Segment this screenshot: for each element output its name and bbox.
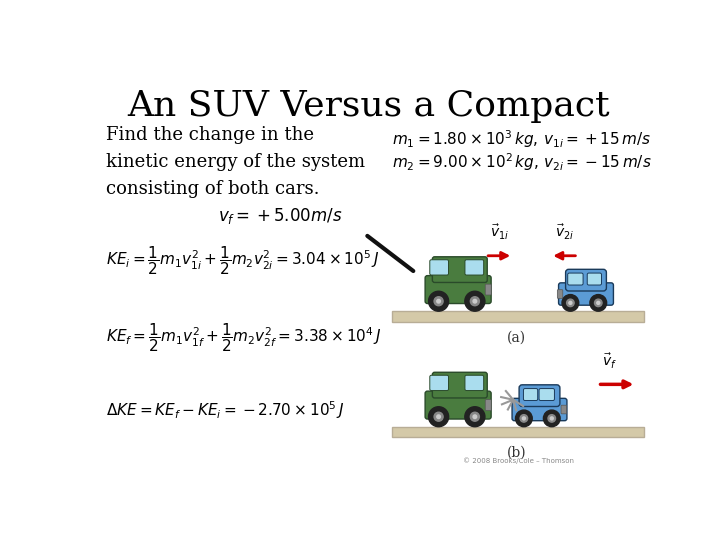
FancyBboxPatch shape (559, 283, 613, 305)
Text: Find the change in the: Find the change in the (106, 126, 313, 144)
FancyBboxPatch shape (567, 273, 583, 285)
Text: (a): (a) (507, 330, 526, 345)
FancyBboxPatch shape (485, 400, 491, 410)
Circle shape (465, 291, 485, 311)
FancyBboxPatch shape (433, 372, 487, 398)
Circle shape (544, 410, 560, 427)
Circle shape (562, 294, 579, 311)
FancyBboxPatch shape (425, 391, 491, 419)
Text: $m_2 = 9.00 \times 10^2\,kg,\, v_{2i} = -15\,m/s$: $m_2 = 9.00 \times 10^2\,kg,\, v_{2i} = … (392, 151, 652, 173)
Circle shape (516, 410, 532, 427)
Circle shape (569, 301, 572, 305)
FancyBboxPatch shape (430, 375, 449, 390)
Circle shape (470, 412, 480, 421)
Circle shape (437, 299, 441, 303)
Circle shape (597, 301, 600, 305)
FancyBboxPatch shape (465, 260, 484, 275)
Circle shape (567, 299, 574, 307)
Text: $\Delta KE = KE_f - KE_i = -2.70 \times 10^5\,J$: $\Delta KE = KE_f - KE_i = -2.70 \times … (106, 400, 344, 421)
FancyBboxPatch shape (465, 375, 484, 390)
FancyBboxPatch shape (512, 399, 567, 421)
FancyBboxPatch shape (588, 273, 601, 285)
Text: $\vec{v}_{1i}$: $\vec{v}_{1i}$ (490, 223, 509, 242)
Circle shape (473, 415, 477, 419)
Text: An SUV Versus a Compact: An SUV Versus a Compact (127, 90, 611, 124)
Text: consisting of both cars.: consisting of both cars. (106, 180, 319, 198)
Circle shape (548, 415, 556, 422)
Circle shape (434, 297, 443, 306)
Text: (b): (b) (506, 446, 526, 460)
Circle shape (437, 415, 441, 419)
Circle shape (590, 294, 607, 311)
Text: $v_f = +5.00m/s$: $v_f = +5.00m/s$ (218, 206, 342, 226)
FancyBboxPatch shape (561, 405, 567, 414)
FancyBboxPatch shape (430, 260, 449, 275)
Text: $\vec{v}_{2i}$: $\vec{v}_{2i}$ (554, 223, 574, 242)
Circle shape (428, 291, 449, 311)
Text: kinetic energy of the system: kinetic energy of the system (106, 153, 364, 171)
FancyBboxPatch shape (392, 427, 644, 437)
FancyBboxPatch shape (566, 269, 606, 291)
FancyBboxPatch shape (539, 389, 554, 401)
Text: $KE_i = \dfrac{1}{2}m_1v_{1i}^2 + \dfrac{1}{2}m_2v_{2i}^2 = 3.04 \times 10^5\,J$: $KE_i = \dfrac{1}{2}m_1v_{1i}^2 + \dfrac… (106, 244, 379, 277)
Circle shape (550, 417, 553, 420)
Text: $m_1 = 1.80 \times 10^3\,kg,\, v_{1i} = +15\,m/s$: $m_1 = 1.80 \times 10^3\,kg,\, v_{1i} = … (392, 128, 652, 150)
Circle shape (473, 299, 477, 303)
Circle shape (428, 407, 449, 427)
Circle shape (434, 412, 443, 421)
FancyBboxPatch shape (557, 289, 563, 298)
Text: $\vec{v}_{f}$: $\vec{v}_{f}$ (601, 352, 616, 372)
FancyBboxPatch shape (485, 284, 491, 295)
FancyBboxPatch shape (392, 311, 644, 322)
Circle shape (520, 415, 528, 422)
Text: $KE_f = \dfrac{1}{2}m_1v_{1f}^2 + \dfrac{1}{2}m_2v_{2f}^2 = 3.38 \times 10^4\,J$: $KE_f = \dfrac{1}{2}m_1v_{1f}^2 + \dfrac… (106, 321, 381, 354)
Circle shape (465, 407, 485, 427)
FancyBboxPatch shape (523, 389, 538, 401)
FancyBboxPatch shape (425, 275, 491, 303)
Circle shape (470, 297, 480, 306)
FancyBboxPatch shape (519, 385, 560, 407)
FancyBboxPatch shape (433, 257, 487, 282)
Text: © 2008 Brooks/Cole – Thomson: © 2008 Brooks/Cole – Thomson (463, 457, 574, 464)
Circle shape (523, 417, 526, 420)
Circle shape (595, 299, 602, 307)
